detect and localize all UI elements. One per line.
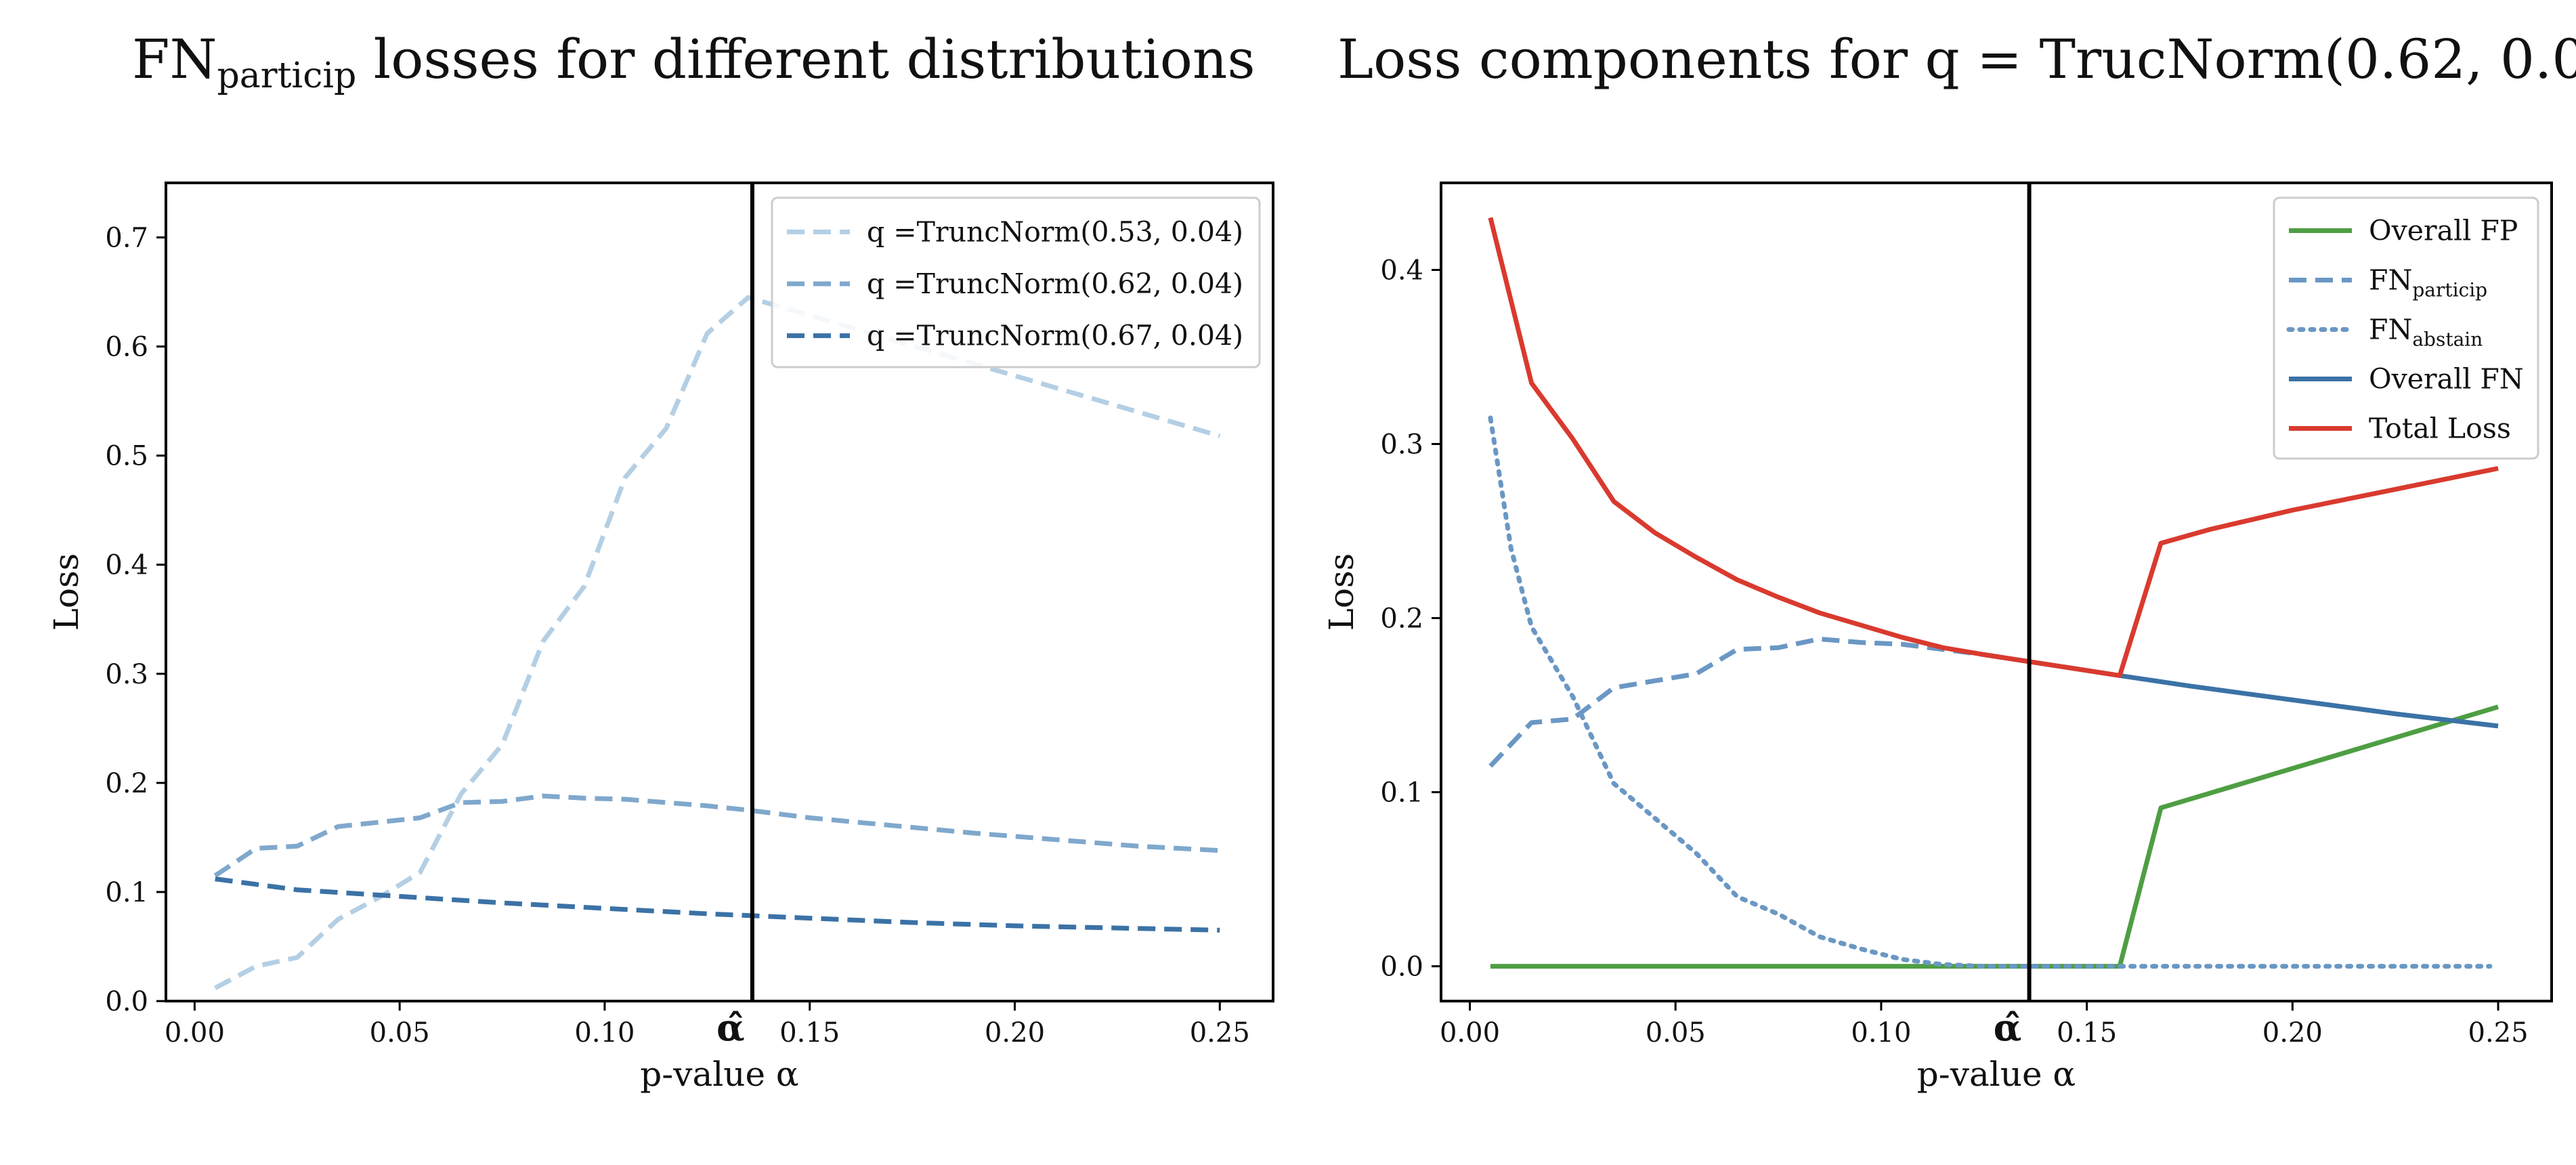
right-legend-label-5: Total Loss bbox=[2369, 412, 2511, 445]
left-y-tick-label: 0.0 bbox=[105, 986, 148, 1017]
left-axes-frame bbox=[165, 182, 1274, 1002]
left-title-subscript: particip bbox=[217, 56, 357, 96]
left-x-axis-label: p-value α bbox=[640, 1055, 798, 1094]
left-x-tick-label: 0.00 bbox=[165, 1017, 225, 1048]
left-series-line-1 bbox=[214, 295, 1221, 990]
left-legend-label-2: q =TruncNorm(0.62, 0.04) bbox=[867, 268, 1243, 300]
left-series-line-3 bbox=[215, 876, 1220, 933]
right-legend-box bbox=[2273, 196, 2539, 460]
left-legend-box bbox=[771, 196, 1261, 368]
left-x-tick-label: 0.25 bbox=[1190, 1017, 1250, 1048]
left-y-tick-label: 0.4 bbox=[105, 550, 148, 581]
left-chart-title: FNparticip losses for different distribu… bbox=[132, 28, 1255, 96]
right-axes-frame bbox=[1440, 182, 2553, 1002]
left-series-line-2 bbox=[213, 793, 1220, 878]
left-chart: 0.00 0.05 0.10 0.15 0.20 0.25 α̂ 0.0 0.1 0.2 0.3 0.… bbox=[47, 182, 1274, 1094]
left-y-tick-label: 0.7 bbox=[105, 223, 148, 254]
left-y-tick-label: 0.3 bbox=[105, 659, 148, 690]
left-x-tick-label: 0.05 bbox=[370, 1017, 430, 1048]
left-x-tick-label: 0.20 bbox=[985, 1017, 1045, 1048]
left-y-tick-label: 0.2 bbox=[105, 768, 148, 799]
right-x-tick-label: 0.10 bbox=[1851, 1017, 1911, 1048]
right-x-tick-label: 0.15 bbox=[2057, 1017, 2117, 1048]
right-series-line-5 bbox=[1488, 217, 2499, 678]
right-y-axis-label: Loss bbox=[1322, 553, 1361, 631]
left-legend-label-1: q =TruncNorm(0.53, 0.04) bbox=[867, 215, 1243, 248]
right-y-tick-label: 0.2 bbox=[1380, 603, 1423, 635]
right-y-tick-label: 0.4 bbox=[1380, 255, 1423, 287]
right-alpha-hat-label: α̂ bbox=[1994, 1006, 2022, 1049]
right-series-line-1 bbox=[1490, 704, 2499, 969]
left-series-group bbox=[213, 295, 1221, 990]
right-legend-label-1: Overall FP bbox=[2369, 215, 2518, 247]
right-series-line-3 bbox=[1488, 415, 2493, 969]
left-legend: q =TruncNorm(0.53, 0.04) q =TruncNorm(0.6… bbox=[771, 196, 1261, 368]
left-alpha-hat-label: α̂ bbox=[716, 1006, 745, 1049]
right-x-axis-label: p-value α bbox=[1917, 1055, 2076, 1094]
left-x-tick-label: 0.10 bbox=[574, 1017, 635, 1048]
left-y-tick-label: 0.1 bbox=[105, 877, 148, 908]
right-y-tick-label: 0.1 bbox=[1380, 778, 1423, 809]
right-x-tick-label: 0.20 bbox=[2262, 1017, 2323, 1048]
right-x-tick-label: 0.00 bbox=[1440, 1017, 1500, 1048]
right-y-tick-label: 0.0 bbox=[1380, 952, 1423, 983]
left-y-axis-label: Loss bbox=[47, 553, 86, 631]
right-legend-label-4: Overall FN bbox=[2369, 363, 2524, 396]
left-legend-label-3: q =TruncNorm(0.67, 0.04) bbox=[867, 320, 1243, 352]
right-chart-title: Loss components for q = TrucNorm(0.62, 0… bbox=[1337, 28, 2576, 91]
right-chart: 0.00 0.05 0.10 0.15 0.20 0.25 α̂ 0.0 0.1 0.2 0.3 0.… bbox=[1322, 182, 2553, 1094]
left-y-tick-label: 0.5 bbox=[105, 441, 148, 472]
left-title-main: FN bbox=[132, 28, 217, 91]
left-y-tick-label: 0.6 bbox=[105, 332, 148, 363]
right-x-tick-label: 0.05 bbox=[1646, 1017, 1706, 1048]
left-x-tick-label: 0.15 bbox=[779, 1017, 840, 1048]
right-series-line-2 bbox=[1488, 636, 1985, 768]
right-x-tick-label: 0.25 bbox=[2468, 1017, 2529, 1048]
right-y-tick-label: 0.3 bbox=[1380, 429, 1423, 461]
left-title-rest: losses for different distributions bbox=[356, 28, 1255, 91]
